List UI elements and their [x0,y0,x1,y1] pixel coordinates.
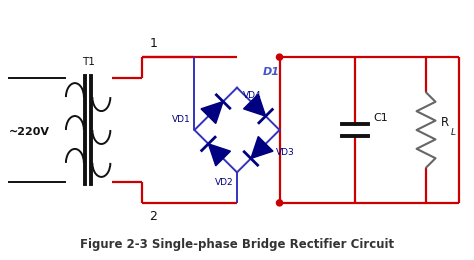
Text: R: R [441,116,449,129]
Text: L: L [451,128,456,137]
Text: ~220V: ~220V [9,127,50,137]
Circle shape [276,200,283,206]
Text: 1: 1 [150,37,157,50]
Text: D1: D1 [263,67,280,77]
Text: C1: C1 [373,113,388,123]
Polygon shape [201,101,223,124]
Polygon shape [209,144,230,166]
Text: T1: T1 [82,57,95,67]
Circle shape [276,54,283,60]
Text: 2: 2 [150,210,157,223]
Polygon shape [244,94,265,116]
Text: Figure 2-3 Single-phase Bridge Rectifier Circuit: Figure 2-3 Single-phase Bridge Rectifier… [80,238,394,251]
Text: VD3: VD3 [276,148,294,157]
Text: VD4: VD4 [243,92,261,100]
Polygon shape [251,136,273,159]
Text: VD1: VD1 [172,115,191,124]
Text: VD2: VD2 [215,178,233,187]
